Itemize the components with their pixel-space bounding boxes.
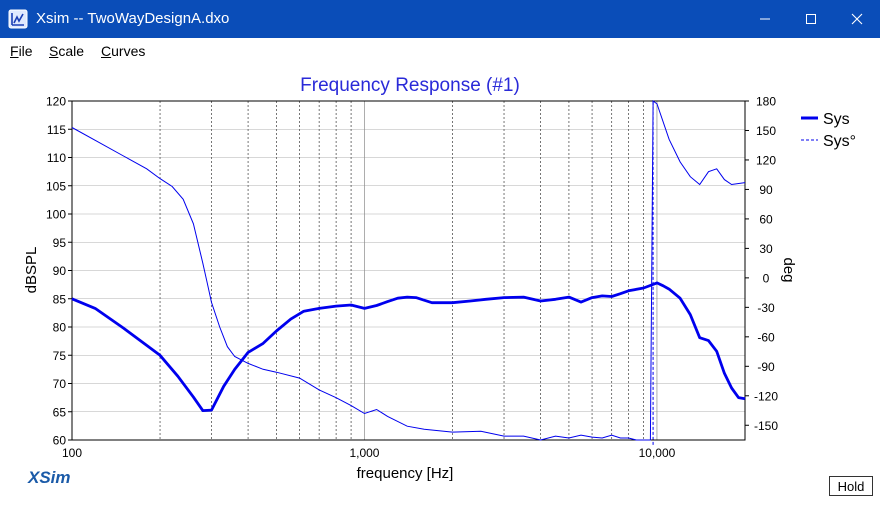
y2-tick-label: 30 (759, 242, 773, 256)
right-axis-ticks: 180 150 120 90 60 30 0 -30 -60 -90 -120 -150 (745, 95, 778, 433)
y-tick-label: 80 (53, 321, 67, 335)
xsim-logo: XSim (28, 468, 71, 487)
y2-tick-label: -90 (757, 360, 775, 374)
title-bar: Xsim -- TwoWayDesignA.dxo (0, 0, 880, 38)
series-line-sys-phase (71, 100, 746, 441)
hold-button[interactable]: Hold (829, 476, 873, 496)
x-axis-ticks: 100 1,000 10,000 (62, 446, 676, 460)
minimize-icon (760, 18, 770, 20)
chart-grid (72, 101, 746, 445)
y-axis-label: dBSPL (23, 247, 40, 294)
frequency-response-chart: Frequency Response (#1) 60 65 70 75 80 85 90 95… (23, 75, 856, 482)
y-tick-label: 65 (53, 405, 67, 419)
maximize-button[interactable] (788, 0, 834, 38)
menu-curves-label: urves (111, 43, 146, 59)
menu-bar: File Scale Curves (0, 38, 880, 65)
menu-file-mnemonic: F (10, 43, 19, 59)
x-tick-label: 1,000 (349, 446, 379, 460)
close-button[interactable] (834, 0, 880, 38)
y2-tick-label: 150 (756, 124, 776, 138)
menu-file[interactable]: File (10, 43, 33, 59)
minimize-button[interactable] (742, 0, 788, 38)
x-tick-label: 10,000 (639, 446, 676, 460)
y-tick-label: 105 (46, 179, 66, 193)
y2-tick-label: 90 (759, 183, 773, 197)
y-tick-label: 95 (53, 236, 67, 250)
y2-tick-label: -60 (757, 330, 775, 344)
menu-scale[interactable]: Scale (49, 43, 84, 59)
plot-area: Frequency Response (#1) 60 65 70 75 80 85 90 95… (0, 64, 880, 500)
series-line-sys (71, 281, 746, 412)
y-tick-label: 110 (47, 151, 66, 165)
y2-tick-label: 120 (756, 153, 776, 167)
y2-tick-label: -120 (754, 389, 778, 403)
menu-curves-mnemonic: C (101, 43, 112, 59)
window-title: Xsim -- TwoWayDesignA.dxo (36, 10, 230, 27)
close-icon (851, 13, 863, 25)
legend: Sys Sys° (801, 111, 856, 150)
menu-file-label: ile (18, 43, 33, 59)
y-tick-label: 115 (47, 123, 66, 137)
y-tick-label: 90 (53, 264, 67, 278)
maximize-icon (806, 14, 816, 24)
xsim-app-icon (8, 9, 28, 29)
y2-tick-label: 60 (759, 212, 773, 226)
menu-scale-label: cale (58, 43, 85, 59)
y-tick-label: 120 (46, 95, 66, 109)
y-tick-label: 100 (46, 208, 66, 222)
menu-curves[interactable]: Curves (101, 43, 145, 59)
y2-axis-label: deg (780, 257, 797, 282)
y2-tick-label: -150 (754, 419, 778, 433)
y-tick-label: 70 (53, 377, 67, 391)
y2-tick-label: -30 (757, 301, 775, 315)
legend-label-sys-phase: Sys° (823, 133, 856, 150)
chart-title: Frequency Response (#1) (300, 75, 520, 96)
menu-scale-mnemonic: S (49, 43, 59, 59)
y2-tick-label: 0 (763, 271, 770, 285)
x-axis-label: frequency [Hz] (357, 465, 454, 482)
y-tick-label: 75 (53, 349, 67, 363)
y-tick-label: 85 (53, 292, 67, 306)
legend-label-sys: Sys (823, 111, 850, 128)
left-axis-ticks: 60 65 70 75 80 85 90 95 100 105 110 115 120 (46, 95, 72, 448)
x-tick-label: 100 (62, 446, 82, 460)
y2-tick-label: 180 (756, 95, 776, 109)
y-tick-label: 60 (53, 434, 67, 448)
